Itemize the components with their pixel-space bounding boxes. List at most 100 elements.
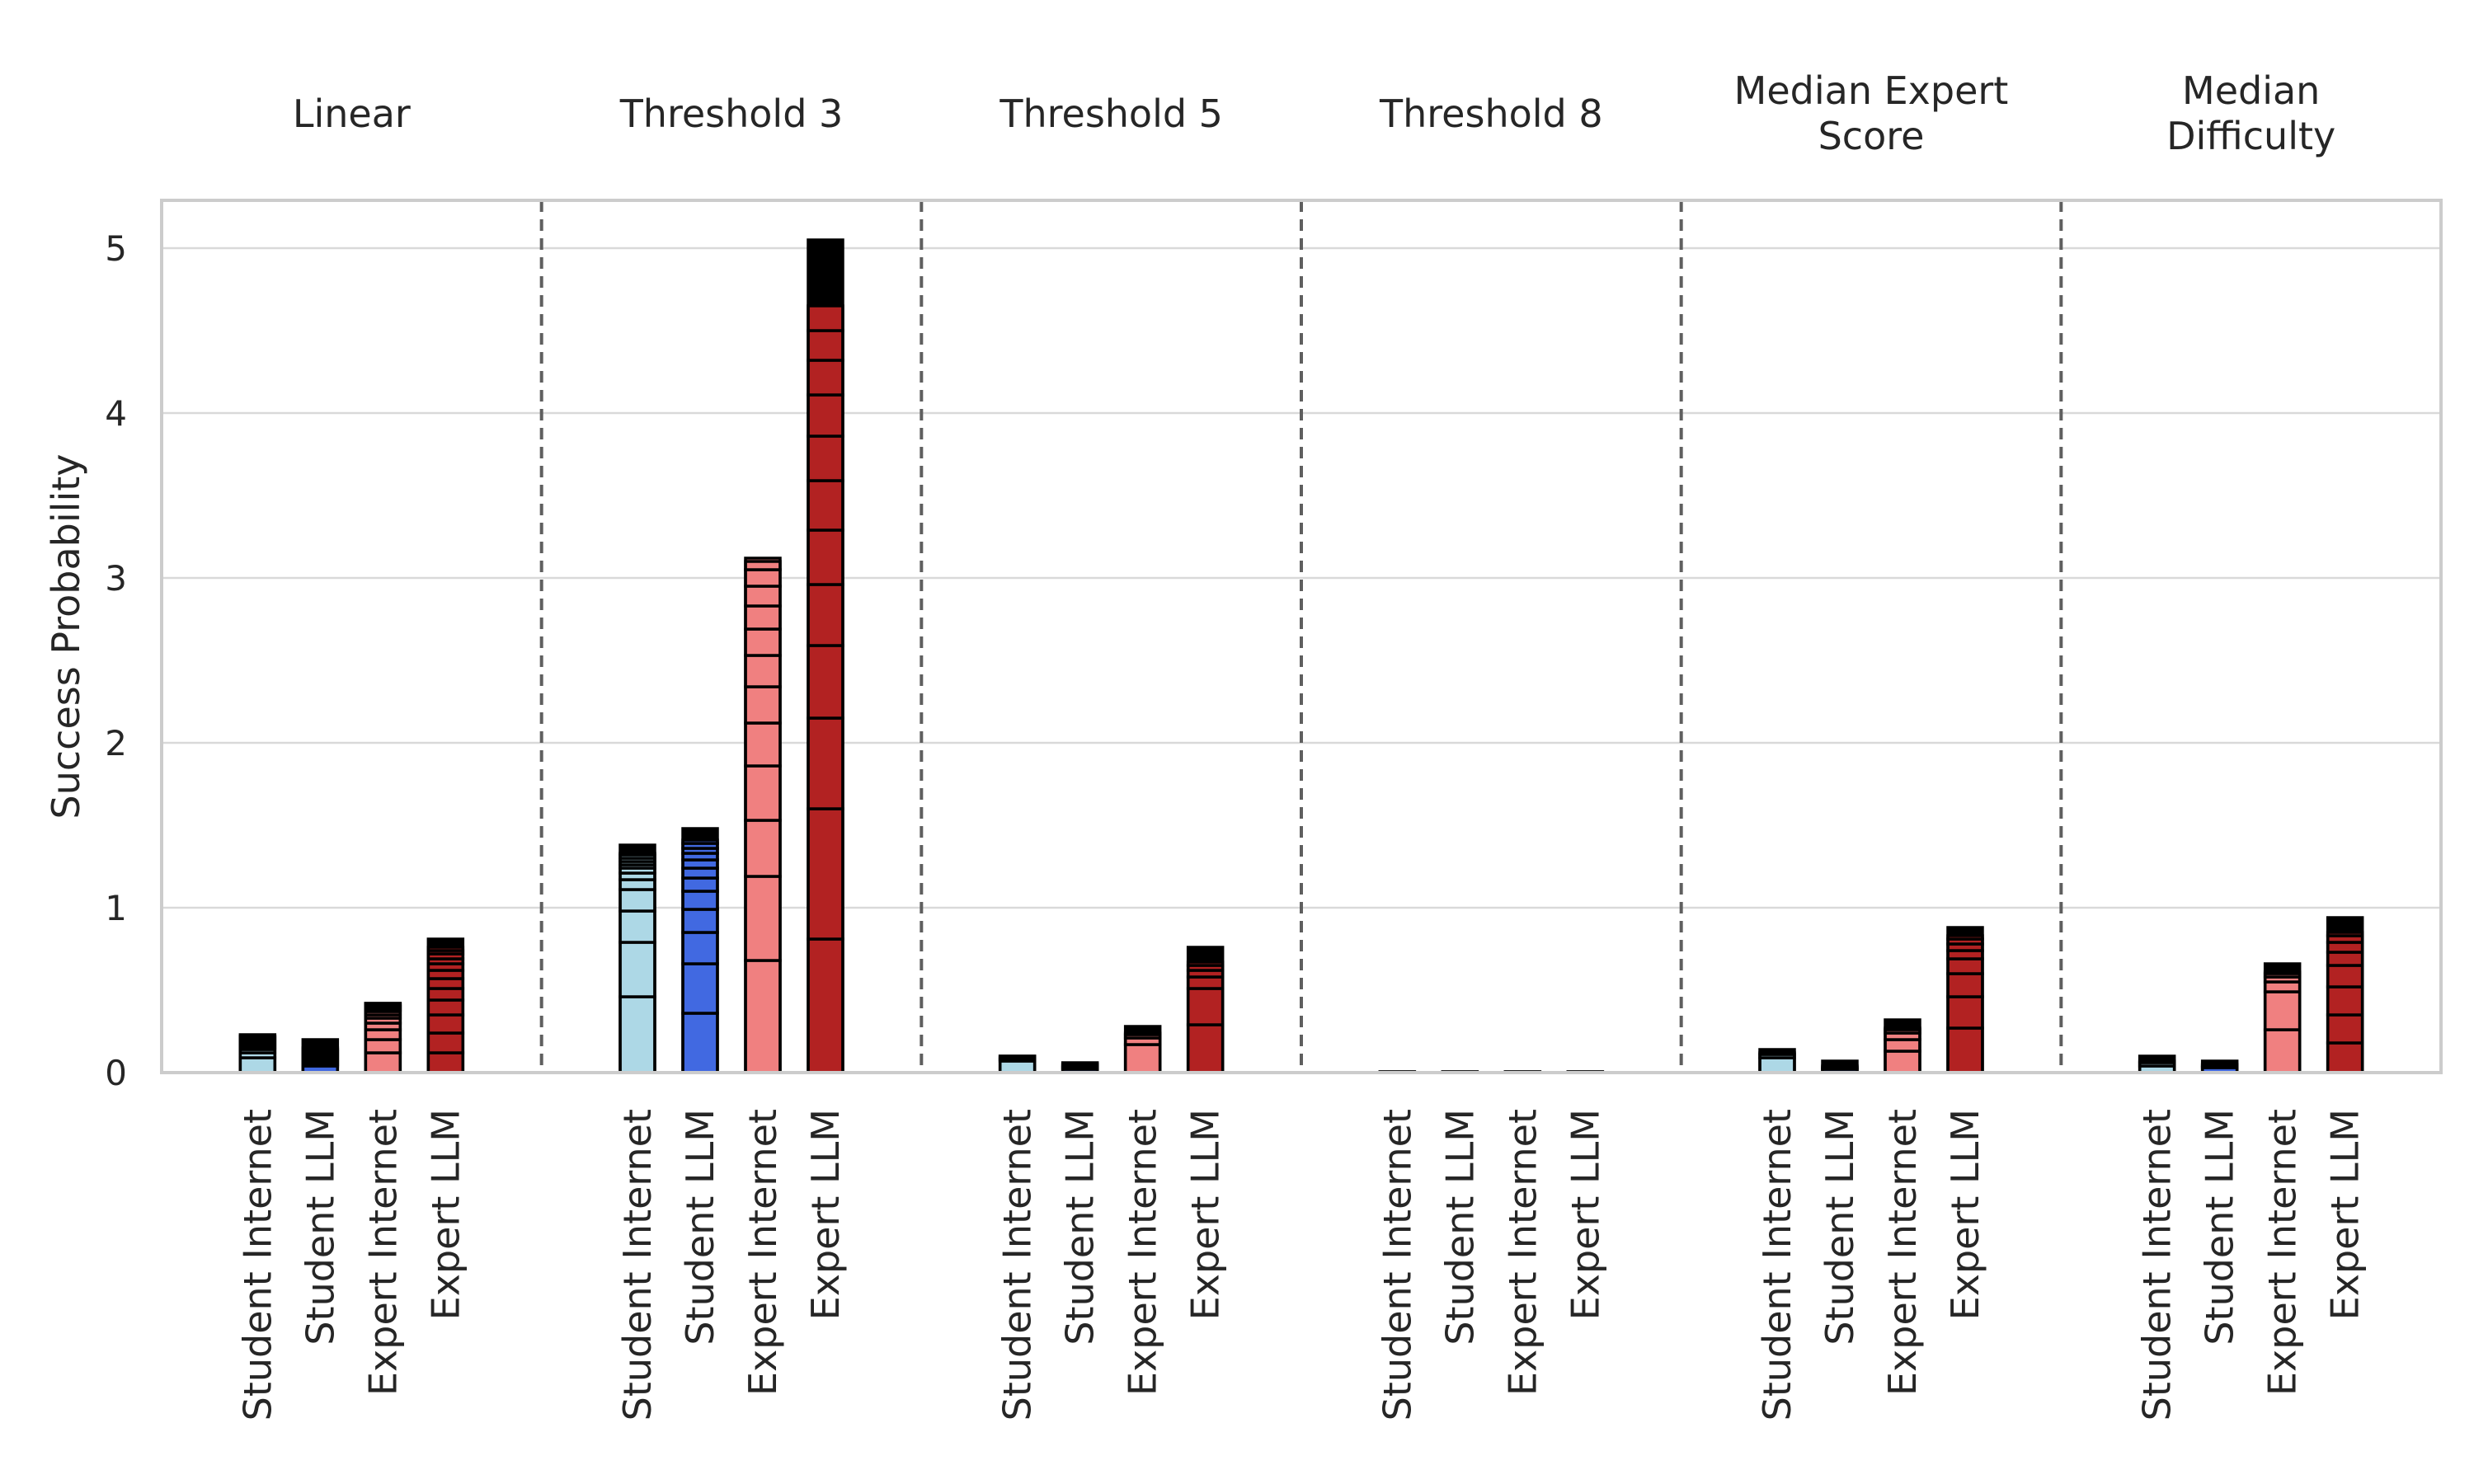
bar-segment-threshold-3-student-internet-3: [618, 909, 656, 944]
bar-segment-linear-expert-llm-5: [426, 987, 465, 1002]
bar-linear-student-llm: [301, 1038, 340, 1074]
x-label-threshold-5-expert-internet: Expert Internet: [1121, 1109, 1165, 1396]
bar-linear-student-internet: [238, 1033, 277, 1074]
bar-segment-median-expert-score-expert-llm-3: [1946, 972, 1984, 998]
bar-segment-median-difficulty-expert-internet-3: [2263, 980, 2302, 993]
bar-segment-threshold-5-student-internet-1: [998, 1059, 1037, 1074]
bar-segment-threshold-3-expert-llm-3: [807, 716, 844, 810]
bar-segment-threshold-3-student-internet-5: [618, 878, 656, 891]
bar-median-expert-score-student-internet: [1758, 1048, 1796, 1074]
bar-segment-threshold-3-expert-llm-6: [807, 528, 844, 586]
bar-segment-linear-expert-internet-3: [364, 1028, 402, 1041]
bar-cap-threshold-3-student-llm: [683, 829, 717, 840]
bar-segment-median-difficulty-student-internet-3: [2138, 1059, 2176, 1064]
panel-title-median-difficulty: Median Difficulty: [2166, 68, 2335, 158]
panel-title-threshold-5: Threshold 5: [999, 92, 1223, 136]
bar-segment-threshold-5-expert-llm-6: [1186, 960, 1225, 967]
bar-segment-threshold-3-expert-llm-4: [807, 644, 844, 720]
bar-segment-threshold-3-student-llm-6: [681, 876, 719, 893]
bar-segment-threshold-3-student-internet-2: [618, 941, 656, 998]
bar-segment-threshold-3-expert-llm-5: [807, 583, 844, 647]
panel-title-threshold-3: Threshold 3: [619, 92, 844, 136]
x-label-threshold-3-student-llm: Student LLM: [678, 1109, 722, 1345]
bar-segment-median-difficulty-student-llm-3: [2200, 1063, 2239, 1068]
bar-segment-threshold-3-student-llm-5: [681, 890, 719, 911]
bar-segment-threshold-3-student-llm-3: [681, 931, 719, 965]
bar-segment-linear-expert-llm-4: [426, 998, 465, 1017]
x-label-median-difficulty-expert-internet: Expert Internet: [2260, 1109, 2305, 1396]
bar-segment-threshold-3-expert-internet-7: [744, 654, 782, 688]
bar-segment-median-difficulty-expert-llm-6: [2326, 941, 2364, 954]
bar-segment-median-difficulty-expert-llm-4: [2326, 964, 2364, 989]
x-label-median-difficulty-student-llm: Student LLM: [2198, 1109, 2242, 1345]
panel-title-threshold-8: Threshold 8: [1379, 92, 1603, 136]
plot-frame: [160, 199, 2443, 1074]
bar-cap-median-difficulty-expert-internet: [2265, 964, 2300, 972]
bar-stacks: [238, 238, 2364, 1074]
panel-title-median-expert-score: Median Expert Score: [1734, 68, 2009, 158]
bar-segment-linear-expert-llm-2: [426, 1031, 465, 1054]
bar-segment-threshold-3-student-llm-7: [681, 866, 719, 880]
bar-segment-median-expert-score-student-llm-3: [1821, 1064, 1859, 1069]
bar-segment-threshold-3-student-internet-4: [618, 888, 656, 913]
bar-segment-threshold-5-expert-internet-1: [1123, 1043, 1162, 1074]
bar-cap-median-expert-score-student-internet: [1760, 1050, 1794, 1053]
x-label-linear-student-llm: Student LLM: [298, 1109, 342, 1345]
bar-threshold-3-student-internet: [618, 843, 656, 1074]
bar-median-difficulty-student-llm: [2200, 1059, 2239, 1074]
x-label-linear-expert-llm: Expert LLM: [423, 1109, 468, 1320]
bar-segment-threshold-3-expert-internet-3: [744, 819, 782, 878]
x-label-threshold-8-expert-llm: Expert LLM: [1563, 1109, 1607, 1320]
bar-median-expert-score-expert-llm: [1946, 926, 1984, 1074]
bar-segment-threshold-3-expert-llm-8: [807, 434, 844, 482]
y-tick-1: 1: [105, 888, 127, 928]
bar-segment-threshold-3-expert-internet-8: [744, 627, 782, 657]
bar-segment-linear-student-internet-1: [238, 1056, 277, 1074]
bar-segment-median-expert-score-expert-llm-1: [1946, 1026, 1984, 1074]
x-label-median-difficulty-student-internet: Student Internet: [2135, 1109, 2180, 1421]
bar-segment-median-difficulty-expert-llm-8: [2326, 931, 2364, 937]
x-label-median-difficulty-expert-llm: Expert LLM: [2323, 1109, 2368, 1320]
x-label-median-expert-score-student-internet: Student Internet: [1755, 1109, 1799, 1421]
bar-segment-linear-student-llm-12: [301, 1046, 340, 1051]
bar-linear-expert-internet: [364, 1002, 402, 1074]
bar-threshold-5-expert-internet: [1123, 1025, 1162, 1074]
bar-segment-threshold-5-expert-internet-4: [1123, 1031, 1162, 1036]
bar-segment-median-expert-score-expert-llm-8: [1946, 934, 1984, 941]
bar-segment-threshold-3-expert-llm-10: [807, 359, 844, 397]
bar-segment-linear-expert-internet-2: [364, 1038, 402, 1054]
bar-cap-median-difficulty-expert-llm: [2327, 918, 2363, 932]
bar-segment-linear-expert-llm-3: [426, 1013, 465, 1035]
bar-median-expert-score-student-llm: [1821, 1059, 1859, 1074]
bar-segment-threshold-3-expert-internet-4: [744, 764, 782, 822]
bar-median-expert-score-expert-internet: [1884, 1018, 1921, 1074]
bar-segment-threshold-3-student-llm-12: [681, 838, 719, 845]
bar-segment-threshold-3-expert-llm-9: [807, 393, 844, 438]
bar-cap-linear-student-llm: [303, 1040, 338, 1048]
bar-segment-median-expert-score-expert-llm-2: [1946, 995, 1984, 1030]
bar-segment-threshold-3-expert-internet-12: [744, 556, 782, 571]
bar-segment-threshold-3-expert-llm-2: [807, 807, 844, 941]
x-label-threshold-5-student-internet: Student Internet: [995, 1109, 1040, 1421]
bar-segment-median-difficulty-expert-internet-6: [2263, 970, 2302, 975]
bar-segment-threshold-3-student-llm-2: [681, 962, 719, 1015]
x-label-threshold-5-expert-llm: Expert LLM: [1183, 1109, 1228, 1320]
bar-segment-threshold-3-expert-llm-11: [807, 329, 844, 362]
panel-titles: Linear Threshold 3 Threshold 5 Threshold 8 M…: [293, 68, 2335, 158]
y-tick-2: 2: [105, 723, 127, 763]
y-tick-3: 3: [105, 558, 127, 599]
bar-segment-median-difficulty-expert-llm-5: [2326, 951, 2364, 967]
x-label-median-expert-score-expert-internet: Expert Internet: [1880, 1109, 1925, 1396]
bar-cap-linear-expert-llm: [428, 939, 463, 947]
bar-segment-threshold-3-student-internet-12: [618, 852, 656, 857]
bar-segment-threshold-5-expert-llm-3: [1186, 975, 1225, 990]
y-tick-4: 4: [105, 393, 127, 434]
y-tick-5: 5: [105, 228, 127, 269]
bar-threshold-5-expert-llm: [1186, 946, 1225, 1074]
bar-segment-threshold-3-expert-internet-2: [744, 875, 782, 962]
bar-threshold-3-student-llm: [681, 827, 719, 1074]
bar-segment-threshold-5-expert-llm-1: [1186, 1023, 1225, 1074]
bar-median-difficulty-expert-internet: [2263, 962, 2302, 1074]
bar-segment-threshold-3-expert-internet-6: [744, 685, 782, 725]
